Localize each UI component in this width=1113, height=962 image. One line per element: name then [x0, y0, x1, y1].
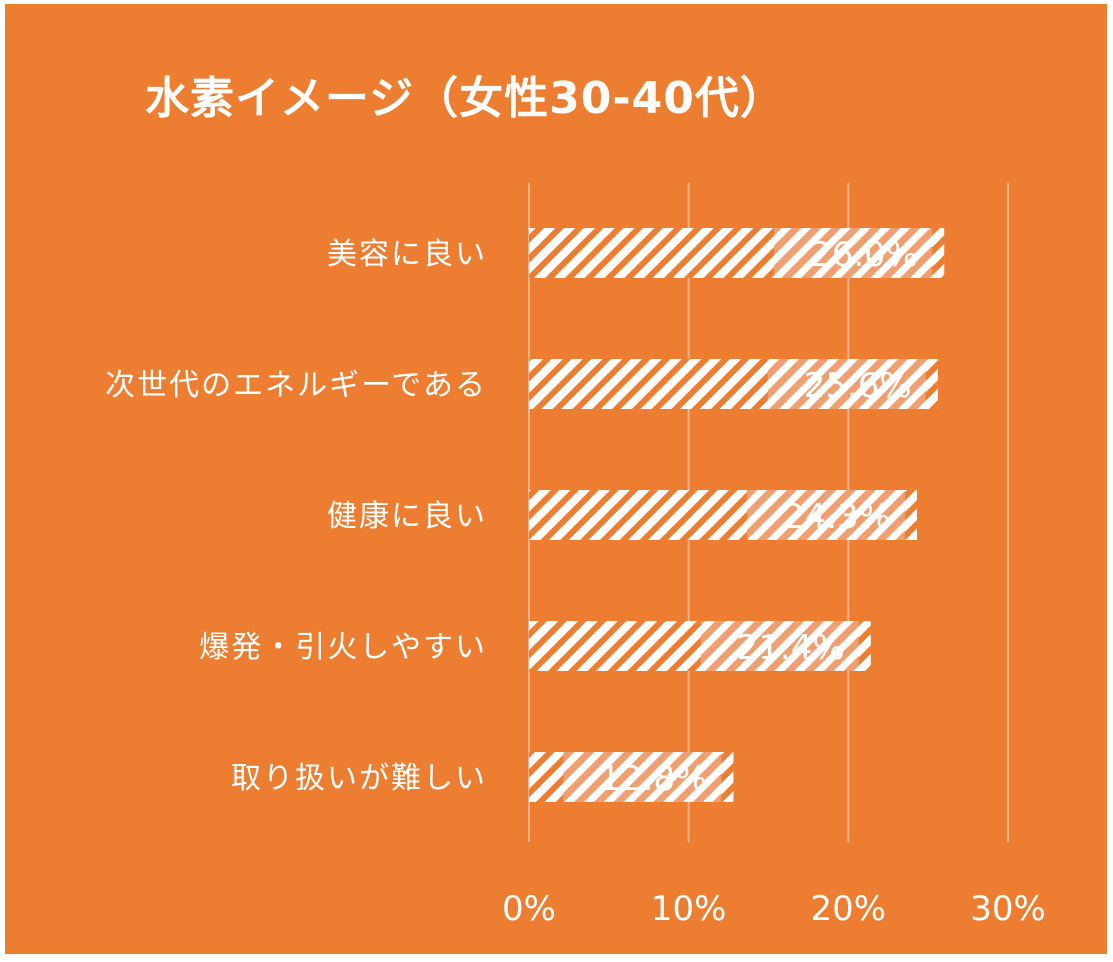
category-label: 美容に良い: [327, 237, 487, 272]
bar-pattern: [529, 228, 775, 278]
bar-end: [904, 490, 917, 540]
x-tick-label: 0%: [502, 889, 556, 929]
bar: [529, 359, 938, 409]
bar-end: [925, 359, 938, 409]
bar: [529, 228, 945, 278]
value-label: 24.3%: [783, 497, 891, 537]
bars: [529, 228, 945, 802]
value-label: 12.8%: [599, 759, 707, 799]
bar: [529, 621, 871, 671]
category-label: 次世代のエネルギーである: [105, 368, 487, 403]
bar-pattern: [529, 490, 747, 540]
bar-end: [721, 752, 734, 802]
chart-title: 水素イメージ（女性30-40代）: [145, 73, 785, 124]
x-tick-label: 10%: [651, 889, 727, 929]
bar-end: [858, 621, 871, 671]
value-label: 25.6%: [804, 366, 912, 406]
bar-pattern: [529, 359, 768, 409]
value-label: 26.0%: [810, 235, 918, 275]
category-label: 取り扱いが難しい: [231, 761, 487, 796]
category-label: 爆発・引火しやすい: [199, 630, 487, 665]
value-label: 21.4%: [737, 628, 845, 668]
bar-pattern: [529, 752, 564, 802]
bar-end: [932, 228, 945, 278]
x-tick-label: 30%: [970, 889, 1046, 929]
bar-pattern: [529, 621, 701, 671]
category-label: 健康に良い: [327, 499, 487, 534]
bar: [529, 490, 917, 540]
bar: [529, 752, 734, 802]
labels: 0% 10% 20% 30% 美容に良い 26.0% 次世代のエネルギーである 25.6% 健康…: [105, 235, 1046, 929]
x-tick-label: 20%: [811, 889, 887, 929]
